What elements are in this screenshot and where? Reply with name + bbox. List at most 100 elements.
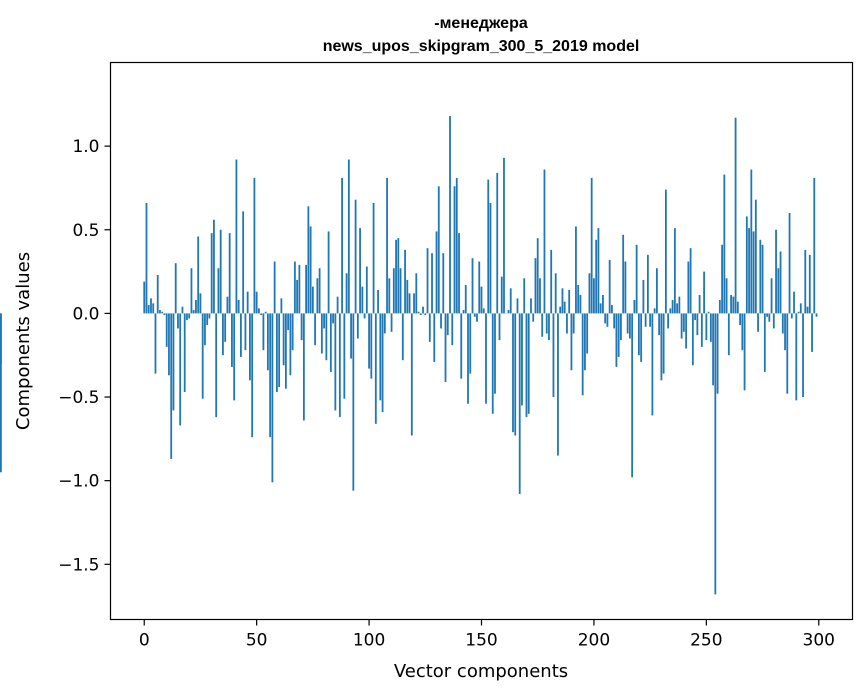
bar-component-22 bbox=[192, 310, 195, 314]
bar-component-298 bbox=[813, 177, 816, 314]
chart-subtitle: news_upos_skipgram_300_5_2019 model bbox=[323, 38, 640, 55]
bar-component-230 bbox=[660, 313, 663, 381]
bar-component-179 bbox=[545, 313, 548, 334]
bar-component-55 bbox=[266, 313, 269, 371]
x-tick-label: 300 bbox=[803, 631, 835, 651]
bar-component-215 bbox=[626, 313, 629, 334]
bar-component-218 bbox=[633, 300, 636, 314]
bar-component-209 bbox=[613, 313, 616, 329]
bar-component-85 bbox=[334, 313, 337, 411]
bar-component-131 bbox=[437, 186, 440, 314]
bar-component-115 bbox=[401, 313, 404, 361]
x-tick-label: 250 bbox=[690, 631, 722, 651]
bar-component-254 bbox=[714, 313, 717, 595]
bar-component-19 bbox=[186, 313, 188, 321]
bar-component-219 bbox=[635, 244, 638, 314]
bar-component-50 bbox=[255, 291, 258, 314]
bar-component-117 bbox=[406, 279, 409, 314]
bar-component-191 bbox=[572, 313, 575, 334]
bar-component-201 bbox=[595, 239, 598, 314]
bar-component-233 bbox=[667, 313, 670, 329]
bar-component-166 bbox=[516, 298, 519, 314]
bar-component-169 bbox=[523, 278, 526, 314]
bar-component-196 bbox=[584, 313, 586, 371]
bar-component-77 bbox=[316, 278, 319, 314]
bar-component-185 bbox=[559, 306, 562, 314]
bar-component-261 bbox=[730, 295, 732, 314]
bar-component-148 bbox=[476, 313, 478, 322]
bar-component-284 bbox=[781, 313, 784, 334]
bar-component-111 bbox=[392, 268, 395, 314]
bar-component-186 bbox=[561, 288, 564, 314]
bar-component-106 bbox=[381, 313, 384, 413]
bar-component-210 bbox=[615, 313, 618, 367]
bar-component-7 bbox=[159, 310, 161, 314]
bar-component-34 bbox=[219, 229, 222, 314]
y-tick-label: −1.5 bbox=[58, 555, 99, 575]
bar-component-220 bbox=[637, 313, 640, 356]
bar-component-41 bbox=[235, 159, 238, 314]
bar-component-128 bbox=[431, 253, 433, 314]
bar-component-272 bbox=[754, 199, 757, 314]
bar-component-225 bbox=[649, 313, 652, 327]
bar-component-165 bbox=[514, 313, 517, 436]
bar-component-91 bbox=[347, 159, 350, 314]
bar-component-122 bbox=[417, 311, 420, 314]
bar-component-96 bbox=[359, 228, 361, 314]
bar-component-33 bbox=[217, 268, 220, 314]
y-axis-ticks: −1.5 −1.0 −0.5 0.0 0.5 1.0 bbox=[58, 137, 111, 575]
bar-component-212 bbox=[620, 313, 622, 341]
bar-component-70 bbox=[300, 313, 303, 341]
x-tick-label: 0 bbox=[139, 631, 150, 651]
bar-component-130 bbox=[435, 231, 438, 314]
bar-component-17 bbox=[181, 306, 184, 314]
bar-component-87 bbox=[338, 313, 341, 418]
bar-component-15 bbox=[177, 313, 179, 329]
bar-component-292 bbox=[799, 303, 802, 314]
bar-component-150 bbox=[480, 286, 483, 314]
bar-component-89 bbox=[343, 313, 346, 399]
bar-component-3 bbox=[150, 298, 152, 314]
bar-component-86 bbox=[336, 296, 339, 314]
bar-component-57 bbox=[271, 313, 274, 483]
bar-component-109 bbox=[388, 278, 391, 314]
bar-component-97 bbox=[361, 286, 364, 314]
bar-component-79 bbox=[320, 313, 323, 354]
bar-component-195 bbox=[581, 313, 584, 396]
bar-component-119 bbox=[410, 313, 413, 436]
bar-component-242 bbox=[687, 261, 690, 314]
bar-component-222 bbox=[642, 279, 645, 314]
bar-component-120 bbox=[413, 293, 415, 314]
bar-component-10 bbox=[165, 313, 168, 347]
bar-component-82 bbox=[327, 231, 330, 314]
bar-component-291 bbox=[797, 311, 800, 314]
bar-component-98 bbox=[363, 313, 366, 319]
x-tick-label: 100 bbox=[353, 631, 385, 651]
bar-component-32 bbox=[215, 313, 218, 418]
bar-component-176 bbox=[539, 278, 541, 314]
bar-component-2 bbox=[147, 305, 150, 314]
x-tick-label: 200 bbox=[578, 631, 610, 651]
bar-component-294 bbox=[804, 249, 807, 314]
bar-component-27 bbox=[204, 313, 206, 346]
bar-component-283 bbox=[779, 251, 782, 314]
bar-component-244 bbox=[691, 313, 694, 366]
bar-component-69 bbox=[298, 264, 301, 314]
bar-component-149 bbox=[478, 261, 481, 314]
bar-component-213 bbox=[622, 234, 625, 314]
bar-component-123 bbox=[419, 313, 422, 316]
bar-component-200 bbox=[593, 278, 595, 314]
bar-component-178 bbox=[543, 169, 546, 314]
bar-component-198 bbox=[588, 273, 591, 314]
bar-component-118 bbox=[408, 293, 411, 314]
bar-component-124 bbox=[422, 306, 424, 314]
bar-component-157 bbox=[496, 172, 499, 314]
bar-component-181 bbox=[550, 249, 553, 314]
bar-component-143 bbox=[464, 284, 467, 314]
bar-component-193 bbox=[577, 284, 580, 314]
y-tick-label: 0.0 bbox=[72, 304, 99, 324]
bar-component-108 bbox=[386, 177, 388, 314]
bar-component-21 bbox=[190, 268, 193, 314]
y-tick-label: 0.5 bbox=[72, 221, 99, 241]
x-tick-label: 50 bbox=[246, 631, 268, 651]
